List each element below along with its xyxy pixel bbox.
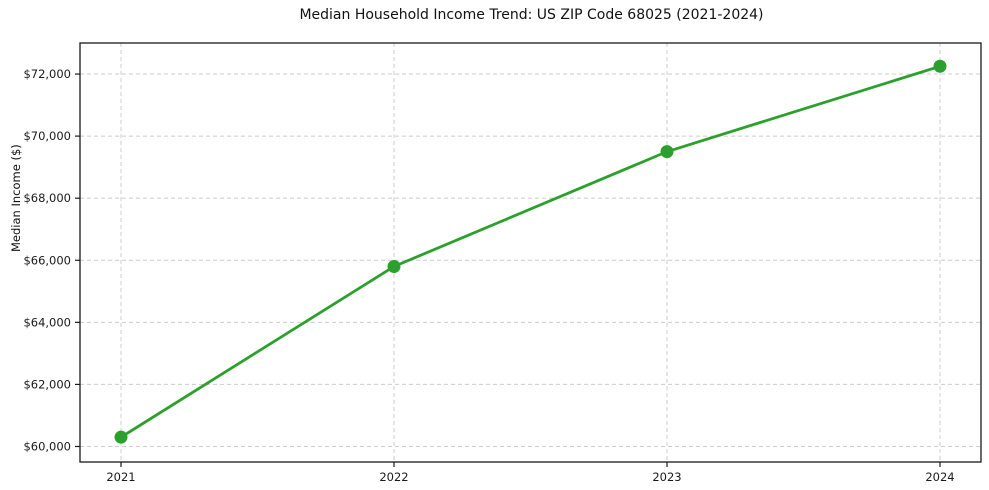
y-tick-label: $72,000 bbox=[23, 67, 71, 81]
data-point-marker bbox=[933, 59, 947, 73]
chart-title: Median Household Income Trend: US ZIP Co… bbox=[299, 7, 764, 23]
x-tick-label: 2022 bbox=[379, 470, 408, 484]
y-tick-label: $68,000 bbox=[23, 191, 71, 205]
y-tick-label: $62,000 bbox=[23, 377, 71, 391]
x-tick-label: 2021 bbox=[106, 470, 135, 484]
data-point-marker bbox=[114, 430, 128, 444]
data-point-marker bbox=[660, 145, 674, 159]
y-tick-label: $70,000 bbox=[23, 129, 71, 143]
plot-frame bbox=[79, 42, 982, 463]
y-tick-label: $66,000 bbox=[23, 253, 71, 267]
y-tick-label: $60,000 bbox=[23, 439, 71, 453]
x-tick-label: 2023 bbox=[652, 470, 681, 484]
x-tick-label: 2024 bbox=[925, 470, 954, 484]
data-point-marker bbox=[387, 259, 401, 273]
y-tick-label: $64,000 bbox=[23, 315, 71, 329]
trend-line bbox=[119, 64, 942, 439]
